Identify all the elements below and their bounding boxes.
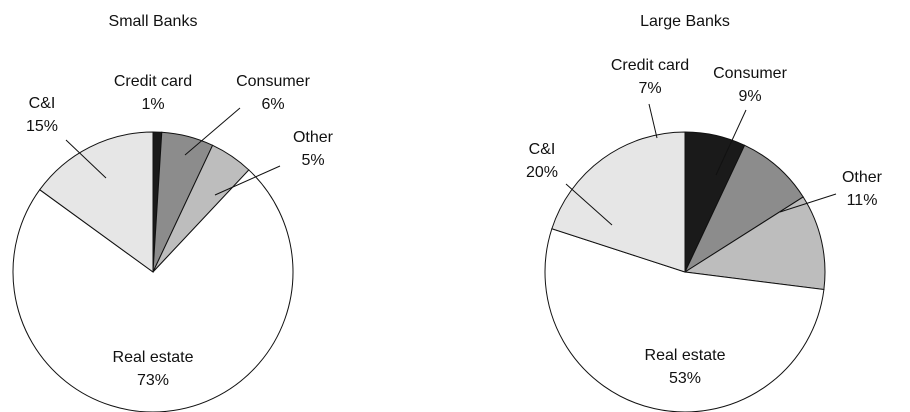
slice-value-label: 73% bbox=[137, 372, 169, 389]
slice-label: Real estate bbox=[113, 349, 194, 366]
slice-value-label: 15% bbox=[26, 118, 58, 135]
slice-value-label: 5% bbox=[301, 152, 324, 169]
slice-label: Other bbox=[293, 129, 334, 146]
pie-slice bbox=[544, 228, 825, 412]
pie-slice bbox=[683, 144, 804, 274]
slice-value-label: 20% bbox=[526, 164, 558, 181]
slice-label: Credit card bbox=[611, 57, 689, 74]
leader-line bbox=[565, 183, 613, 226]
pie-slice bbox=[39, 131, 154, 273]
slice-label: Consumer bbox=[713, 65, 787, 82]
leader-line bbox=[214, 165, 281, 196]
leader-line bbox=[65, 139, 107, 179]
slice-value-label: 9% bbox=[738, 88, 761, 105]
slice-label: C&I bbox=[529, 141, 556, 158]
chart-title: Large Banks bbox=[640, 13, 730, 30]
slice-value-label: 53% bbox=[669, 370, 701, 387]
slice-label: Real estate bbox=[645, 347, 726, 364]
leader-line bbox=[779, 193, 837, 213]
leader-line bbox=[715, 109, 747, 176]
slice-label: Credit card bbox=[114, 73, 192, 90]
pie-slice bbox=[12, 169, 294, 412]
slice-value-label: 11% bbox=[847, 192, 878, 209]
slice-label: Other bbox=[842, 169, 883, 186]
slice-value-label: 7% bbox=[638, 80, 661, 97]
slice-value-label: 6% bbox=[261, 96, 284, 113]
slice-value-label: 1% bbox=[141, 96, 164, 113]
leader-line bbox=[184, 107, 241, 156]
slice-label: C&I bbox=[29, 95, 56, 112]
pie-slice bbox=[551, 131, 686, 273]
slice-label: Consumer bbox=[236, 73, 310, 90]
leader-line bbox=[648, 103, 658, 139]
pie-slice bbox=[683, 196, 826, 291]
chart-title: Small Banks bbox=[109, 13, 198, 30]
